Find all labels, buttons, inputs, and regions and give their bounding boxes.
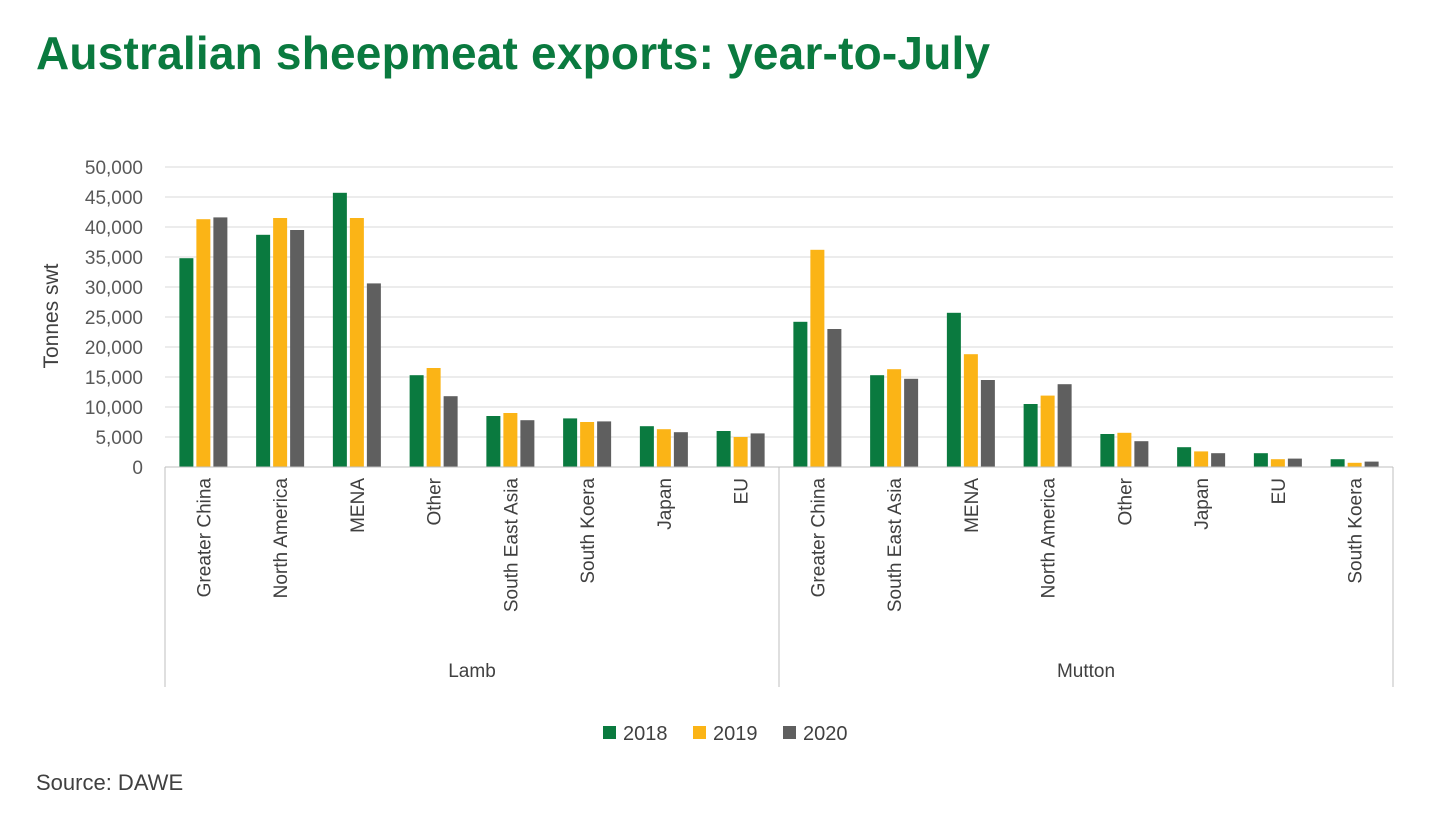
category-label: Greater China xyxy=(808,478,829,598)
bar-2018 xyxy=(1023,404,1038,467)
category-label: Other xyxy=(425,477,446,525)
bar-2020 xyxy=(673,432,688,467)
bar-2019 xyxy=(1347,462,1362,467)
bar-2019 xyxy=(503,413,518,467)
y-tick-label: 45,000 xyxy=(85,188,143,209)
bar-2019 xyxy=(1194,451,1209,467)
bar-2018 xyxy=(256,234,271,467)
bar-2018 xyxy=(1253,453,1268,467)
bar-2019 xyxy=(810,249,825,467)
bar-2019 xyxy=(656,429,671,467)
category-label: Japan xyxy=(1192,478,1213,530)
group-labels: Lamb Mutton xyxy=(448,661,1115,682)
y-tick-label: 30,000 xyxy=(85,278,143,299)
bar-2018 xyxy=(1177,447,1192,467)
bar-2018 xyxy=(870,375,885,467)
gridlines xyxy=(165,166,1393,438)
bar-2018 xyxy=(1330,459,1345,467)
legend-label: 2020 xyxy=(803,723,848,745)
bar-2020 xyxy=(1134,441,1149,467)
category-label: EU xyxy=(1269,478,1290,504)
axes xyxy=(164,466,1394,687)
bar-2018 xyxy=(639,426,654,467)
bar-2018 xyxy=(179,258,194,467)
bar-2020 xyxy=(904,378,919,467)
bar-2018 xyxy=(946,312,961,467)
legend-label: 2019 xyxy=(713,723,758,745)
bar-2020 xyxy=(1211,453,1226,467)
bar-2020 xyxy=(366,283,381,467)
bar-2020 xyxy=(827,329,842,467)
y-tick-label: 5,000 xyxy=(95,428,143,449)
category-label: North America xyxy=(271,478,292,599)
category-label: Greater China xyxy=(194,478,215,598)
bar-2020 xyxy=(443,396,458,467)
legend-label: 2018 xyxy=(623,723,668,745)
y-tick-label: 50,000 xyxy=(85,158,143,179)
y-tick-label: 25,000 xyxy=(85,308,143,329)
bar-2019 xyxy=(733,437,748,467)
bar-2020 xyxy=(213,217,228,467)
bar-2018 xyxy=(332,192,347,468)
category-label: North America xyxy=(1039,478,1060,599)
category-labels: Greater China North America MENA Other South… xyxy=(194,477,1366,612)
source-note: Source: DAWE xyxy=(36,770,184,795)
bar-2020 xyxy=(1364,461,1379,467)
category-label: Other xyxy=(1115,477,1136,525)
group-label: Mutton xyxy=(1057,661,1115,682)
y-tick-label: 0 xyxy=(132,458,143,479)
bar-2020 xyxy=(1287,458,1302,467)
bar-2018 xyxy=(793,321,808,467)
category-label: South East Asia xyxy=(501,478,522,613)
y-tick-label: 35,000 xyxy=(85,248,143,269)
bar-2018 xyxy=(409,375,424,467)
bar-2020 xyxy=(1057,384,1072,467)
bar-2019 xyxy=(1270,459,1285,467)
bar-2019 xyxy=(580,422,595,467)
bar-2018 xyxy=(563,418,578,467)
category-label: MENA xyxy=(348,478,369,533)
bar-2020 xyxy=(980,380,995,467)
y-tick-label: 40,000 xyxy=(85,218,143,239)
bar-2018 xyxy=(716,431,731,467)
category-label: South East Asia xyxy=(885,478,906,613)
group-label: Lamb xyxy=(448,661,496,682)
bar-2019 xyxy=(349,218,364,467)
bar-2018 xyxy=(1100,434,1115,467)
legend-swatch-2020 xyxy=(783,726,796,739)
legend: 2018 2019 2020 xyxy=(603,723,848,745)
bar-2019 xyxy=(963,354,978,467)
bar-2019 xyxy=(1117,432,1132,467)
bar-2019 xyxy=(196,219,211,467)
y-axis-ticks: 0 5,000 10,000 15,000 20,000 25,000 30,000 35,0… xyxy=(85,158,143,479)
bar-2019 xyxy=(1040,395,1055,467)
bar-2019 xyxy=(887,369,902,467)
y-tick-label: 10,000 xyxy=(85,398,143,419)
chart-title: Australian sheepmeat exports: year-to-Ju… xyxy=(36,27,991,79)
category-label: Japan xyxy=(655,478,676,530)
category-label: EU xyxy=(732,478,753,504)
bar-2020 xyxy=(597,421,612,467)
bar-2020 xyxy=(520,420,535,467)
y-axis-label: Tonnes swt xyxy=(40,263,63,368)
category-label: South Koera xyxy=(1346,478,1367,584)
legend-swatch-2019 xyxy=(693,726,706,739)
y-tick-label: 20,000 xyxy=(85,338,143,359)
bar-2020 xyxy=(290,230,305,467)
legend-swatch-2018 xyxy=(603,726,616,739)
y-tick-label: 15,000 xyxy=(85,368,143,389)
bar-2019 xyxy=(426,368,441,467)
category-label: MENA xyxy=(962,478,983,533)
bar-2020 xyxy=(750,433,765,467)
bars xyxy=(179,192,1379,468)
bar-2018 xyxy=(486,416,501,467)
category-label: South Koera xyxy=(578,478,599,584)
bar-2019 xyxy=(273,218,288,467)
